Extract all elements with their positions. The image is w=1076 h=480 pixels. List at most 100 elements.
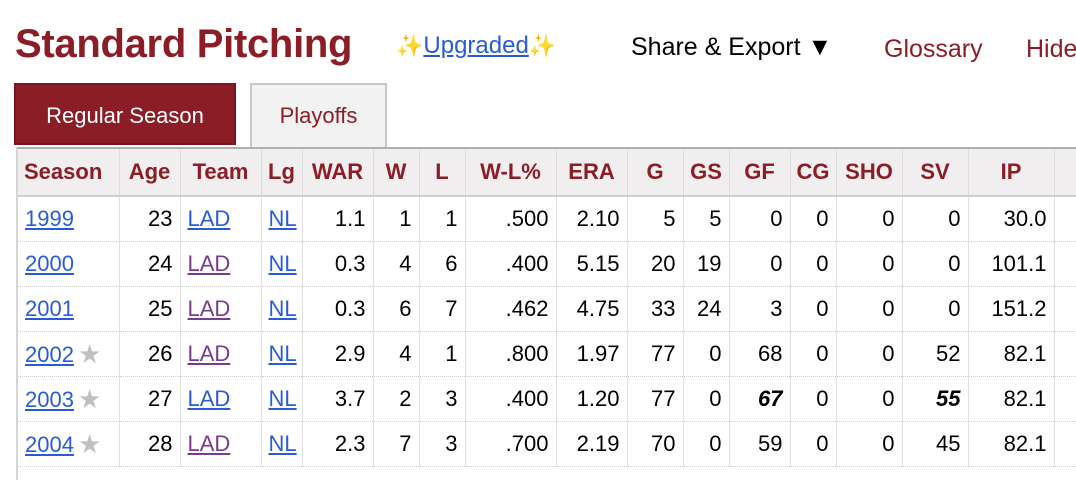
losses-cell: 6 (419, 241, 466, 287)
sparkle-icon: ✨ (528, 33, 557, 58)
star-icon: ★ (77, 428, 102, 459)
era-cell: 2.19 (556, 421, 628, 467)
column-header-sv[interactable]: SV (902, 149, 969, 197)
season-link[interactable]: 2001 (25, 296, 74, 321)
league-link[interactable]: NL (268, 341, 297, 366)
season-link[interactable]: 2003 (25, 386, 74, 412)
innings-pitched-cell: 82.1 (968, 331, 1055, 377)
age-cell: 24 (119, 241, 181, 287)
team-link[interactable]: LAD (187, 206, 231, 231)
win-loss-pct-cell: .800 (465, 331, 557, 377)
season-cell: 2000 (18, 241, 120, 287)
age-cell: 25 (119, 286, 181, 332)
team-link[interactable]: LAD (187, 251, 231, 276)
pitching-table-container: Season Age Team Lg WAR W L W-L% ERA G GS GF CG SHO SV I… (16, 147, 1076, 480)
saves-cell: 55 (902, 376, 969, 422)
games-started-cell: 19 (683, 241, 730, 287)
column-header-season[interactable]: Season (18, 149, 120, 197)
season-link[interactable]: 1999 (25, 206, 74, 231)
next-column-cell (1054, 331, 1076, 377)
team-link[interactable]: LAD (187, 431, 231, 456)
league-cell: NL (261, 241, 303, 287)
page-header: Standard Pitching ✨Upgraded✨ Share & Exp… (0, 0, 1076, 80)
war-cell: 0.3 (302, 241, 374, 287)
games-started-cell: 5 (683, 196, 730, 242)
team-link[interactable]: LAD (187, 341, 231, 366)
win-loss-pct-cell: .400 (465, 376, 557, 422)
shutouts-cell: 0 (836, 196, 903, 242)
season-link[interactable]: 2002 (25, 341, 74, 367)
upgraded-link[interactable]: Upgraded (423, 32, 529, 59)
column-header-cg[interactable]: CG (790, 149, 837, 197)
column-header-gf[interactable]: GF (729, 149, 791, 197)
innings-pitched-cell: 82.1 (968, 376, 1055, 422)
league-cell: NL (261, 286, 303, 332)
wins-cell: 4 (373, 331, 420, 377)
column-header-l[interactable]: L (419, 149, 466, 197)
season-cell: 2004 ★ (18, 421, 120, 467)
tab-playoffs[interactable]: Playoffs (250, 83, 387, 147)
star-icon: ★ (77, 338, 102, 369)
glossary-link[interactable]: Glossary (884, 35, 983, 63)
column-header-gs[interactable]: GS (683, 149, 730, 197)
next-column-cell: 1 (1054, 241, 1076, 287)
era-cell: 4.75 (556, 286, 628, 332)
games-finished-cell: 0 (729, 241, 791, 287)
losses-cell: 7 (419, 286, 466, 332)
team-link[interactable]: LAD (187, 296, 231, 321)
war-cell: 2.9 (302, 331, 374, 377)
column-header-era[interactable]: ERA (556, 149, 628, 197)
games-cell: 70 (627, 421, 684, 467)
wins-cell: 1 (373, 196, 420, 242)
complete-games-cell: 0 (790, 421, 837, 467)
losses-cell: 1 (419, 331, 466, 377)
column-header-g[interactable]: G (627, 149, 684, 197)
shutouts-cell: 0 (836, 286, 903, 332)
column-header-team[interactable]: Team (180, 149, 262, 197)
column-header-lg[interactable]: Lg (261, 149, 303, 197)
games-finished-cell: 3 (729, 286, 791, 332)
season-cell: 1999 (18, 196, 120, 242)
column-header-wl-pct[interactable]: W-L% (465, 149, 557, 197)
season-link[interactable]: 2000 (25, 251, 74, 276)
column-header-w[interactable]: W (373, 149, 420, 197)
column-header-extra[interactable] (1054, 149, 1076, 197)
games-finished-cell: 59 (729, 421, 791, 467)
hide-link[interactable]: Hide (1026, 35, 1076, 63)
shutouts-cell: 0 (836, 331, 903, 377)
wins-cell: 6 (373, 286, 420, 332)
era-cell: 5.15 (556, 241, 628, 287)
games-cell: 77 (627, 331, 684, 377)
win-loss-pct-cell: .500 (465, 196, 557, 242)
season-link[interactable]: 2004 (25, 431, 74, 457)
saves-cell: 52 (902, 331, 969, 377)
games-finished-cell: 68 (729, 331, 791, 377)
share-export-menu[interactable]: Share & Export ▼ (631, 33, 833, 61)
losses-cell: 1 (419, 196, 466, 242)
league-link[interactable]: NL (268, 251, 297, 276)
complete-games-cell: 0 (790, 376, 837, 422)
table-header: Season Age Team Lg WAR W L W-L% ERA G GS GF CG SHO SV I… (18, 149, 1076, 197)
tab-regular-season[interactable]: Regular Season (14, 83, 236, 145)
next-column-cell (1054, 421, 1076, 467)
war-cell: 2.3 (302, 421, 374, 467)
games-started-cell: 0 (683, 421, 730, 467)
column-header-age[interactable]: Age (119, 149, 181, 197)
losses-cell: 3 (419, 421, 466, 467)
column-header-ip[interactable]: IP (968, 149, 1055, 197)
season-cell: 2001 (18, 286, 120, 332)
column-header-sho[interactable]: SHO (836, 149, 903, 197)
team-link[interactable]: LAD (187, 386, 231, 411)
season-cell: 2002 ★ (18, 331, 120, 377)
sparkle-icon: ✨ (396, 33, 424, 58)
league-link[interactable]: NL (268, 206, 297, 231)
column-header-war[interactable]: WAR (302, 149, 374, 197)
team-cell: LAD (180, 286, 262, 332)
league-link[interactable]: NL (268, 431, 297, 456)
league-cell: NL (261, 196, 303, 242)
league-link[interactable]: NL (268, 386, 297, 411)
innings-pitched-cell: 30.0 (968, 196, 1055, 242)
wins-cell: 4 (373, 241, 420, 287)
league-link[interactable]: NL (268, 296, 297, 321)
saves-cell: 0 (902, 196, 969, 242)
